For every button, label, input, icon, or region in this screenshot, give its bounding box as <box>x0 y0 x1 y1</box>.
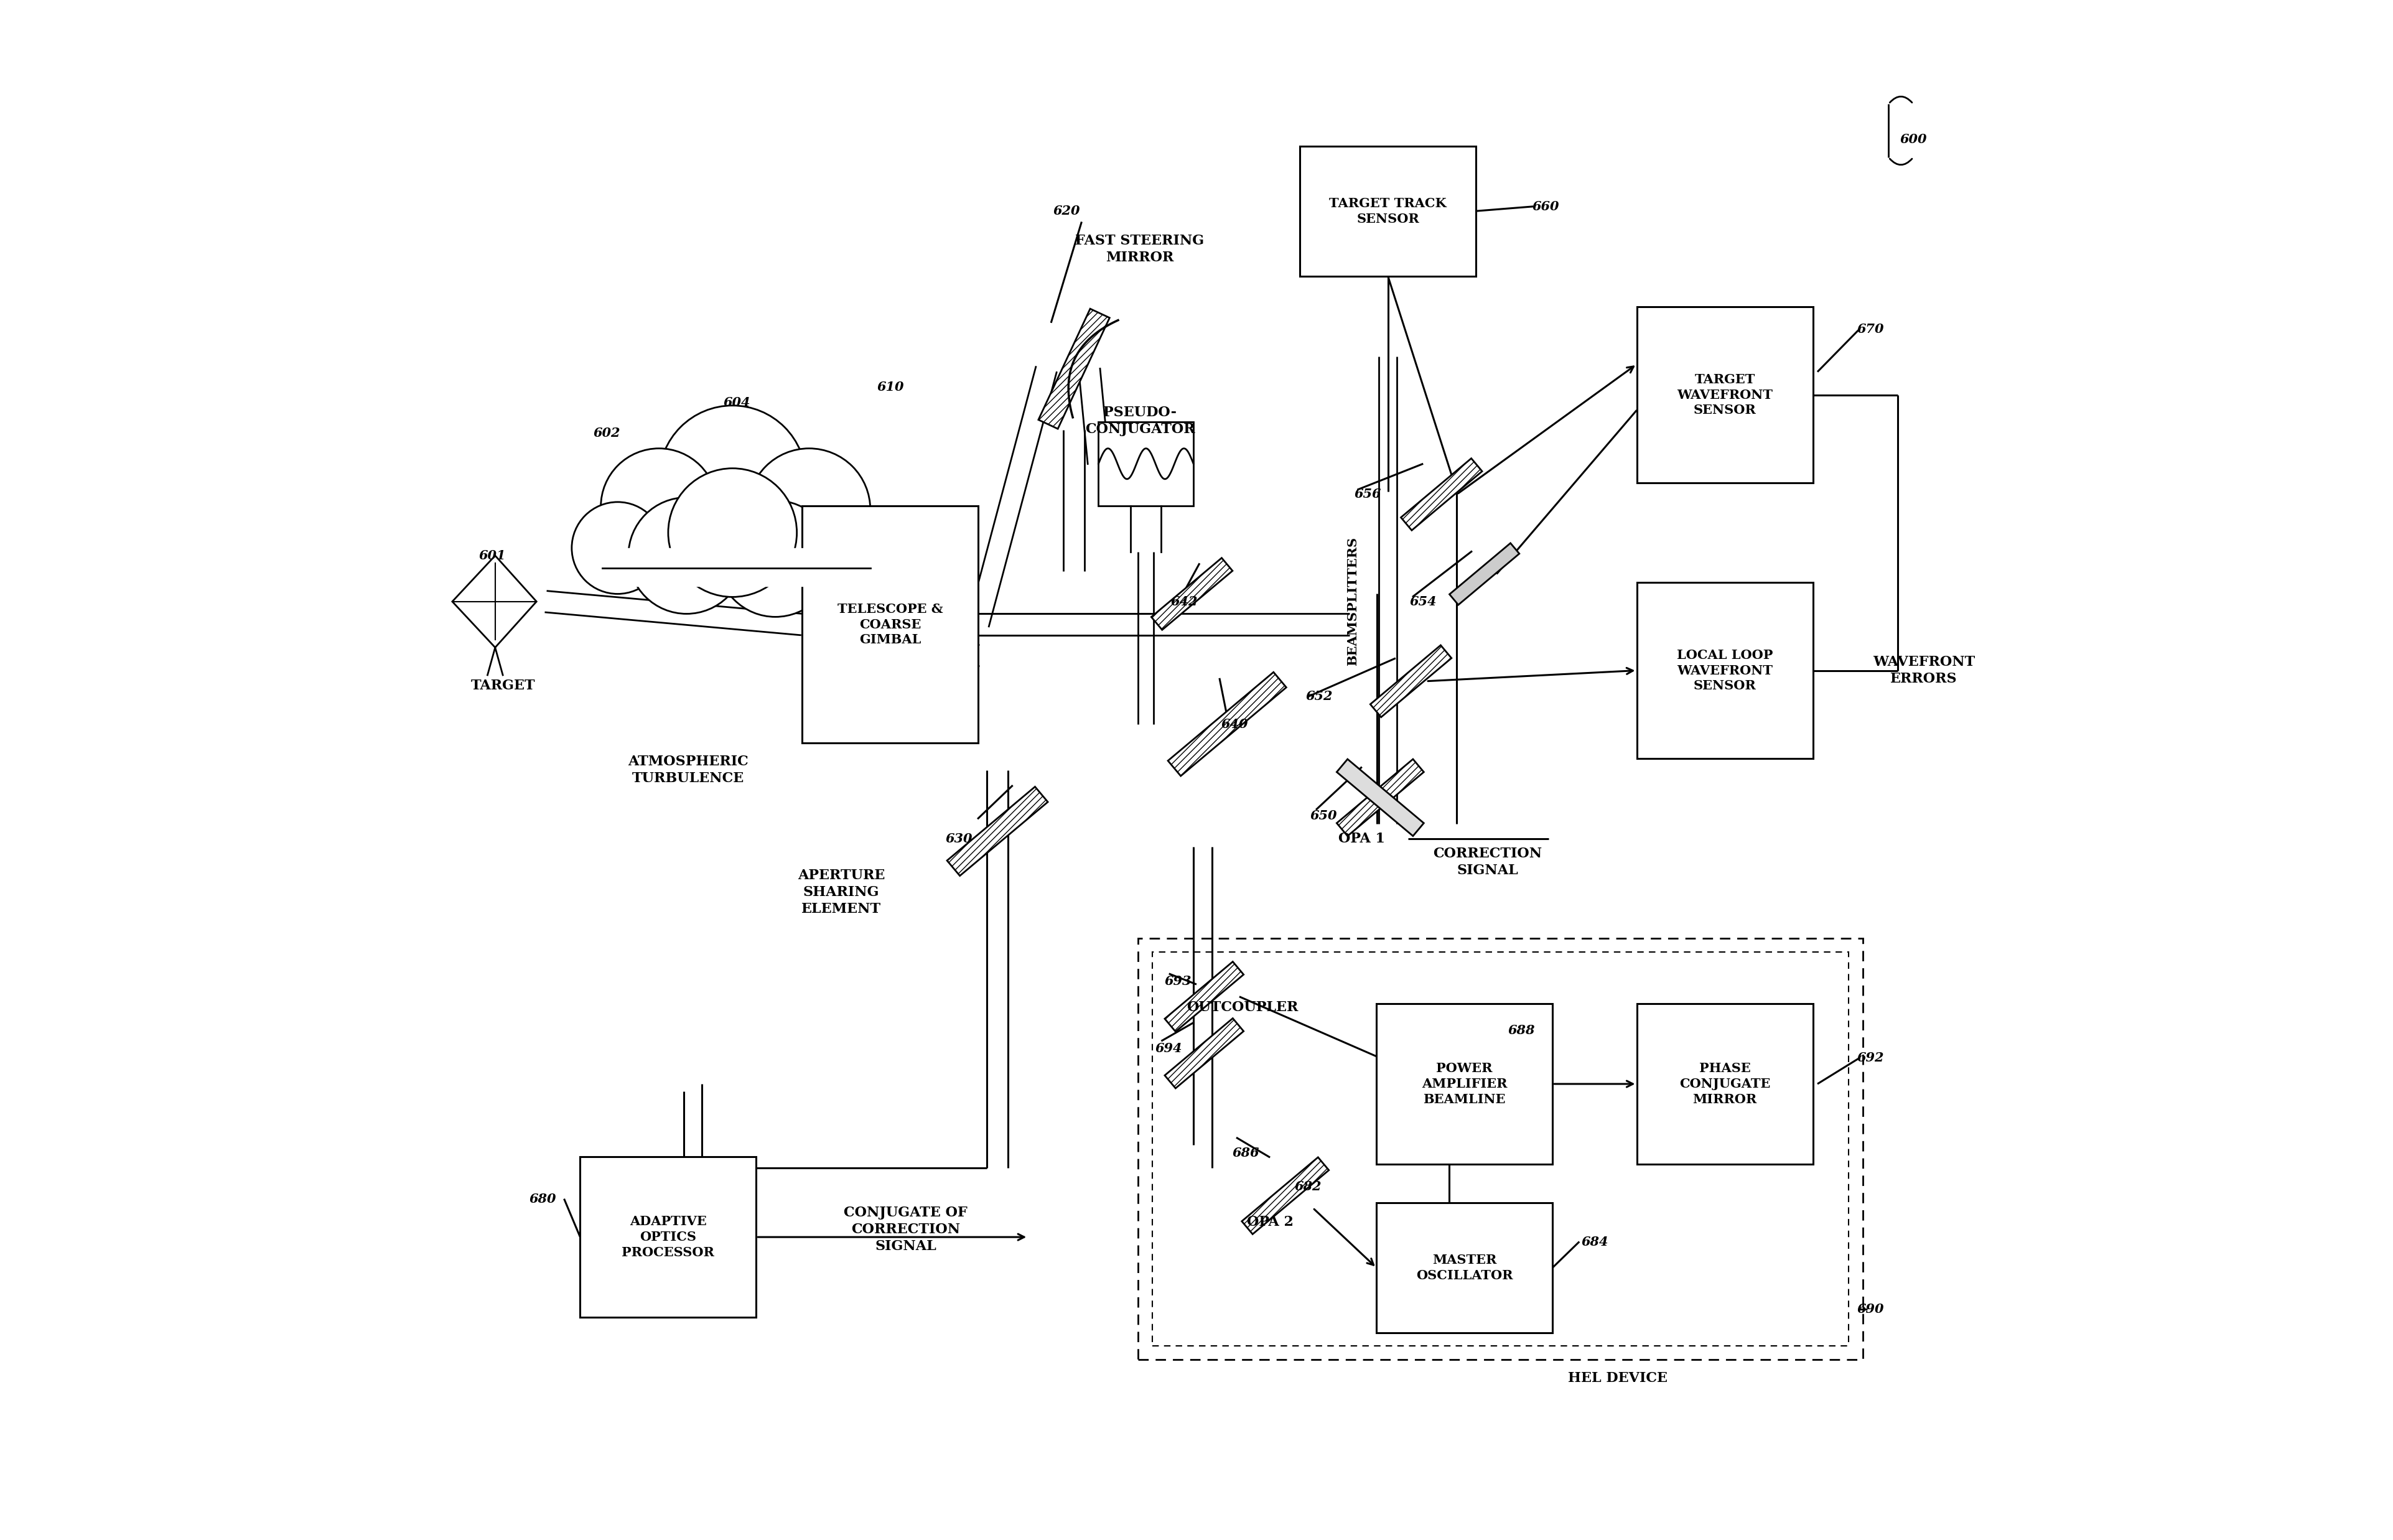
Text: APERTURE
SHARING
ELEMENT: APERTURE SHARING ELEMENT <box>797 869 885 916</box>
Text: WAVEFRONT
ERRORS: WAVEFRONT ERRORS <box>1874 654 1974 685</box>
Text: 601: 601 <box>479 550 505 562</box>
Circle shape <box>572 502 663 594</box>
Circle shape <box>668 468 797 598</box>
Text: TARGET
WAVEFRONT
SENSOR: TARGET WAVEFRONT SENSOR <box>1677 373 1773 416</box>
Polygon shape <box>1450 544 1520 605</box>
Text: POWER
AMPLIFIER
BEAMLINE: POWER AMPLIFIER BEAMLINE <box>1421 1063 1508 1106</box>
Polygon shape <box>1371 645 1453 718</box>
Text: MASTER
OSCILLATOR: MASTER OSCILLATOR <box>1417 1254 1512 1281</box>
Bar <box>1376 1004 1553 1164</box>
Text: 686: 686 <box>1232 1147 1259 1160</box>
Text: FAST STEERING
MIRROR: FAST STEERING MIRROR <box>1074 234 1204 265</box>
Text: 602: 602 <box>593 427 620 439</box>
Text: BEAMSPLITTERS: BEAMSPLITTERS <box>1347 537 1359 665</box>
Polygon shape <box>1039 308 1110 428</box>
Text: 640: 640 <box>1220 718 1249 730</box>
Polygon shape <box>1165 1018 1244 1089</box>
Polygon shape <box>1151 557 1232 630</box>
Circle shape <box>658 405 806 553</box>
Text: TELESCOPE &
COARSE
GIMBAL: TELESCOPE & COARSE GIMBAL <box>838 602 943 647</box>
Text: 604: 604 <box>723 396 751 408</box>
Text: CORRECTION
SIGNAL: CORRECTION SIGNAL <box>1433 847 1541 878</box>
Text: 670: 670 <box>1857 323 1883 336</box>
Text: 660: 660 <box>1532 200 1560 213</box>
Polygon shape <box>1338 759 1424 836</box>
Text: 620: 620 <box>1053 205 1079 217</box>
Text: LOCAL LOOP
WAVEFRONT
SENSOR: LOCAL LOOP WAVEFRONT SENSOR <box>1677 648 1773 691</box>
Bar <box>1098 422 1194 505</box>
Bar <box>1299 146 1476 276</box>
Text: 600: 600 <box>1900 132 1926 145</box>
Polygon shape <box>1168 671 1287 776</box>
Text: 656: 656 <box>1354 488 1381 501</box>
Circle shape <box>629 497 744 614</box>
Bar <box>1637 306 1814 484</box>
Text: 652: 652 <box>1307 690 1333 702</box>
Text: 650: 650 <box>1309 810 1338 822</box>
Bar <box>1139 938 1862 1360</box>
Text: 693: 693 <box>1165 975 1192 987</box>
Text: CONJUGATE OF
CORRECTION
SIGNAL: CONJUGATE OF CORRECTION SIGNAL <box>845 1206 967 1254</box>
Text: OPA 1: OPA 1 <box>1338 832 1386 845</box>
Circle shape <box>806 510 897 602</box>
Text: 694: 694 <box>1156 1043 1182 1055</box>
Text: 680: 680 <box>529 1192 555 1204</box>
Circle shape <box>749 448 871 571</box>
Bar <box>579 1157 756 1317</box>
Text: ADAPTIVE
OPTICS
PROCESSOR: ADAPTIVE OPTICS PROCESSOR <box>622 1215 716 1258</box>
Text: 610: 610 <box>876 380 905 393</box>
Polygon shape <box>1242 1157 1328 1234</box>
Text: TARGET: TARGET <box>471 679 536 693</box>
Text: HEL DEVICE: HEL DEVICE <box>1567 1371 1668 1384</box>
Bar <box>1637 582 1814 759</box>
Text: 654: 654 <box>1409 596 1436 608</box>
Text: PHASE
CONJUGATE
MIRROR: PHASE CONJUGATE MIRROR <box>1680 1063 1771 1106</box>
Bar <box>1376 1203 1553 1332</box>
Text: 684: 684 <box>1582 1235 1608 1247</box>
Circle shape <box>601 448 718 565</box>
Text: ATMOSPHERIC
TURBULENCE: ATMOSPHERIC TURBULENCE <box>627 755 749 785</box>
Text: 682: 682 <box>1295 1180 1321 1194</box>
Polygon shape <box>1338 759 1424 836</box>
Polygon shape <box>1165 961 1244 1032</box>
Polygon shape <box>1400 459 1481 530</box>
Text: OUTCOUPLER: OUTCOUPLER <box>1187 1001 1299 1015</box>
Text: TARGET TRACK
SENSOR: TARGET TRACK SENSOR <box>1328 197 1448 225</box>
Text: 630: 630 <box>945 833 972 845</box>
Text: 692: 692 <box>1857 1052 1883 1064</box>
Text: OPA 2: OPA 2 <box>1247 1215 1292 1229</box>
Polygon shape <box>948 787 1048 876</box>
Bar <box>1151 952 1850 1346</box>
Text: 690: 690 <box>1857 1303 1883 1315</box>
Circle shape <box>718 500 833 618</box>
Text: 642: 642 <box>1170 596 1199 608</box>
Text: PSEUDO-
CONJUGATOR: PSEUDO- CONJUGATOR <box>1084 405 1194 436</box>
Text: 688: 688 <box>1508 1024 1534 1036</box>
Bar <box>802 505 979 744</box>
Bar <box>1637 1004 1814 1164</box>
